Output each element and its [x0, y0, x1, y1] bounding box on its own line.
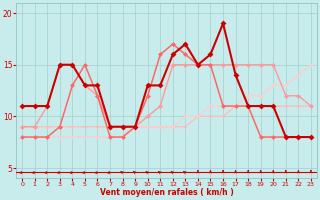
X-axis label: Vent moyen/en rafales ( km/h ): Vent moyen/en rafales ( km/h )	[100, 188, 233, 197]
